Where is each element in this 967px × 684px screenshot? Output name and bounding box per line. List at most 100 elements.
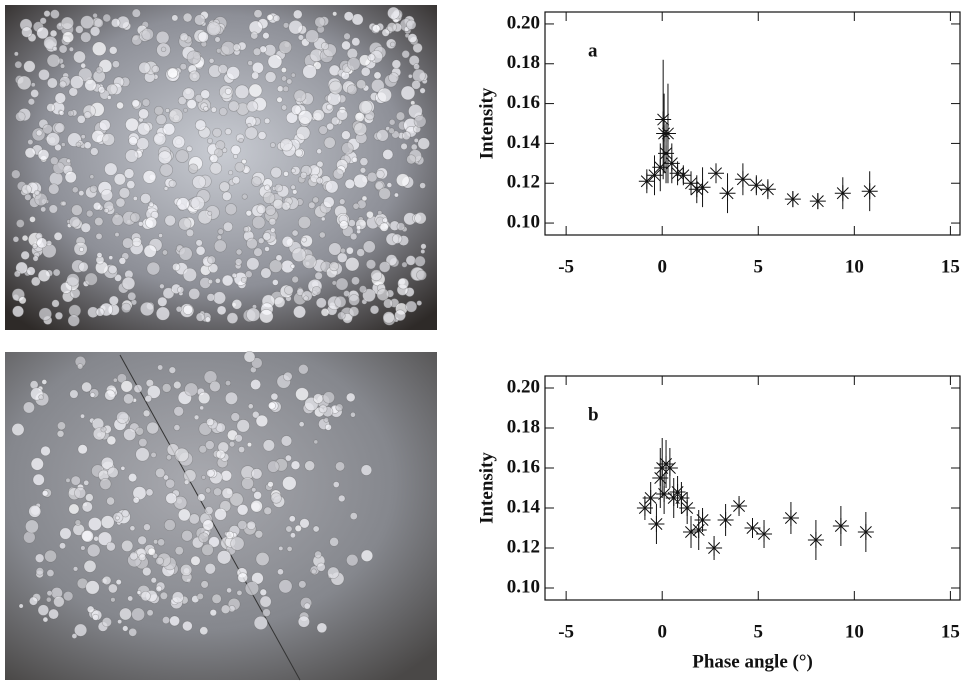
crystal [209, 162, 223, 175]
crystal [11, 169, 21, 179]
crystal [21, 26, 33, 38]
crystal [411, 80, 421, 90]
crystal [250, 31, 259, 40]
x-axis-label: Phase angle (°) [692, 651, 813, 672]
crystal [343, 290, 350, 297]
crystal [145, 216, 158, 229]
crystal [97, 86, 106, 94]
crystal [37, 604, 50, 616]
data-point [655, 111, 672, 128]
y-tick-label: 0.18 [507, 416, 540, 437]
crystal [401, 50, 410, 59]
crystal [234, 258, 243, 266]
crystal [123, 393, 134, 405]
crystal [331, 280, 337, 286]
data-point [652, 470, 669, 486]
crystal [28, 596, 38, 606]
data-point [834, 185, 851, 202]
crystal [257, 131, 267, 140]
crystal [238, 446, 246, 454]
crystal [290, 168, 296, 174]
crystal [34, 192, 48, 207]
crystal [282, 85, 290, 93]
crystal [253, 9, 263, 19]
crystal [79, 246, 84, 252]
y-tick-label: 0.20 [507, 376, 540, 397]
crystal [220, 469, 233, 482]
crystal [220, 604, 231, 614]
crystal [236, 589, 243, 596]
crystal [341, 130, 351, 140]
crystal [15, 219, 25, 228]
crystal [346, 553, 359, 567]
crystal [48, 183, 60, 195]
crystal [238, 137, 244, 144]
crystal [22, 401, 35, 414]
crystal [280, 435, 293, 447]
crystal [37, 149, 50, 161]
crystal [332, 11, 338, 17]
data-point [636, 500, 653, 516]
crystal [413, 137, 419, 143]
crystal [74, 486, 87, 499]
data-point [719, 185, 736, 202]
crystal [100, 515, 115, 529]
crystal [12, 305, 24, 318]
crystal [367, 53, 376, 62]
crystal [30, 89, 40, 98]
crystal [263, 506, 272, 516]
crystal [24, 147, 36, 159]
data-point [759, 181, 776, 198]
crystal [169, 615, 180, 627]
crystal [54, 122, 66, 134]
crystal [420, 243, 427, 250]
crystal [11, 423, 25, 436]
crystal [234, 84, 250, 100]
crystal [159, 591, 168, 600]
crystal [84, 79, 97, 92]
crystal [73, 50, 86, 64]
crystal [270, 492, 282, 504]
crystal [244, 270, 253, 279]
crystal [69, 216, 81, 228]
crystal [243, 351, 256, 363]
crystal [351, 37, 361, 47]
crystal [118, 257, 127, 265]
y-tick-label: 0.16 [507, 92, 540, 113]
crystal [107, 583, 118, 594]
crystal [251, 487, 257, 493]
crystal [201, 474, 206, 480]
crystal [417, 137, 430, 150]
crystal [51, 299, 60, 308]
crystal [365, 259, 377, 270]
crystal [351, 13, 364, 26]
crystal [100, 189, 114, 202]
crystal [198, 532, 210, 543]
plot-frame [544, 11, 961, 236]
crystal [232, 43, 241, 52]
crystal [356, 225, 362, 231]
crystal [142, 170, 157, 184]
crystal [168, 179, 177, 188]
crystal [81, 501, 93, 513]
crystal [207, 255, 216, 265]
crystal [92, 613, 99, 621]
crystal [252, 410, 260, 419]
crystal [281, 201, 291, 211]
crystal [230, 144, 241, 156]
crystal [159, 163, 173, 177]
crystal [282, 476, 297, 491]
crystal [83, 559, 97, 573]
crystal [253, 491, 262, 500]
crystal [414, 255, 426, 267]
crystal [179, 63, 187, 71]
crystal [81, 381, 92, 393]
crystal [413, 63, 420, 70]
crystal [304, 460, 316, 472]
crystal [16, 75, 32, 91]
y-tick-label: 0.10 [507, 576, 540, 597]
crystal [294, 148, 303, 157]
crystal [100, 456, 114, 470]
crystal [270, 142, 276, 148]
crystal [42, 616, 49, 623]
